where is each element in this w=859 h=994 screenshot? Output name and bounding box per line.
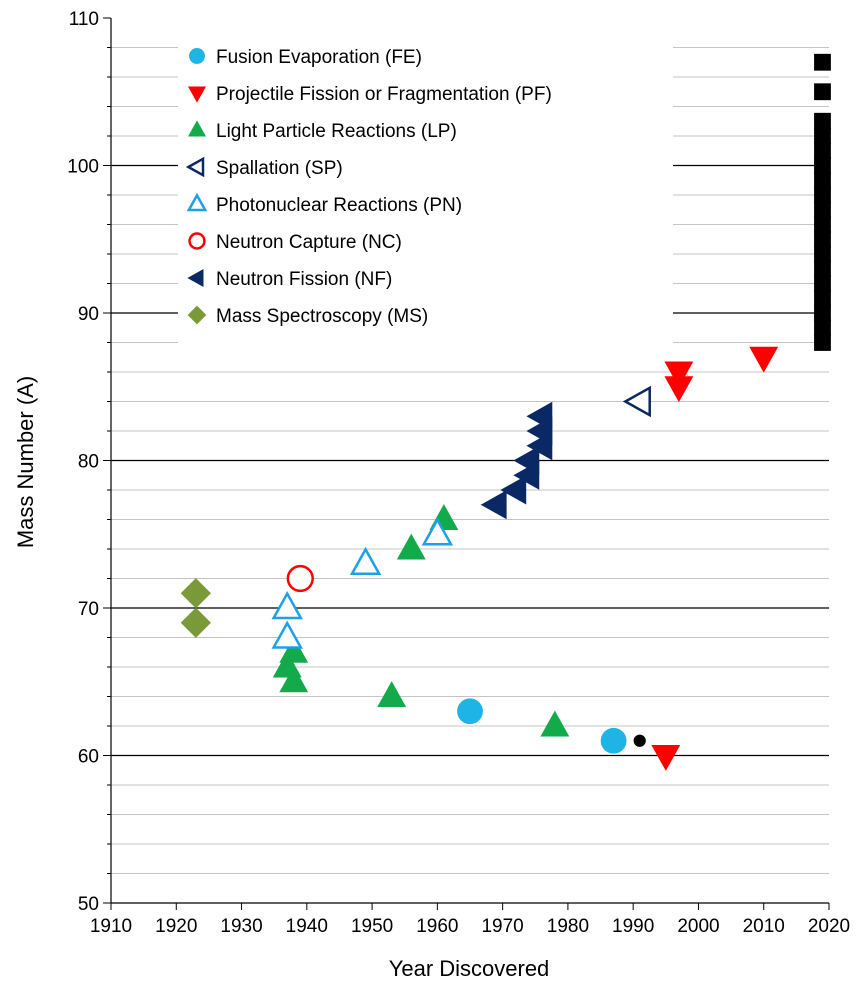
data-point bbox=[814, 157, 831, 174]
legend: Fusion Evaporation (FE) Projectile Fissio… bbox=[178, 38, 673, 350]
legend-label: Neutron Fission (NF) bbox=[216, 269, 392, 290]
data-point bbox=[814, 186, 831, 204]
data-point bbox=[651, 745, 681, 771]
x-tick-label: 1990 bbox=[612, 916, 654, 937]
data-point bbox=[500, 475, 527, 505]
data-point bbox=[271, 591, 303, 620]
data-point bbox=[271, 620, 303, 649]
legend-marker bbox=[187, 268, 204, 288]
data-point bbox=[622, 385, 651, 418]
data-point bbox=[814, 127, 831, 145]
x-axis-title: Year Discovered bbox=[389, 956, 550, 981]
x-tick-label: 1940 bbox=[286, 916, 328, 937]
data-point bbox=[633, 734, 646, 747]
x-tick-label: 1960 bbox=[416, 916, 458, 937]
data-point bbox=[180, 607, 211, 638]
y-tick-label: 110 bbox=[69, 9, 99, 30]
data-point bbox=[814, 245, 831, 263]
data-point bbox=[814, 304, 831, 322]
data-point bbox=[814, 171, 831, 189]
data-point bbox=[421, 517, 454, 546]
x-tick-label: 1930 bbox=[220, 916, 262, 937]
data-point bbox=[349, 546, 382, 575]
data-point bbox=[814, 334, 831, 351]
y-tick-label: 80 bbox=[78, 452, 99, 473]
data-point bbox=[286, 564, 314, 593]
data-point bbox=[377, 681, 407, 707]
data-point bbox=[814, 112, 831, 130]
axes: 50 60 70 80 90 100 110 1910 1920 1930 1940 1950 1960… bbox=[67, 9, 850, 937]
data-points bbox=[180, 53, 831, 771]
y-tick-label: 70 bbox=[78, 599, 99, 620]
data-point bbox=[480, 490, 507, 520]
data-point bbox=[814, 275, 831, 292]
data-point bbox=[814, 201, 831, 219]
x-tick-label: 2000 bbox=[677, 916, 719, 937]
legend-marker bbox=[185, 156, 205, 178]
legend-marker bbox=[187, 305, 207, 325]
y-tick-label: 100 bbox=[67, 157, 99, 178]
data-point bbox=[396, 533, 426, 560]
legend-marker bbox=[186, 192, 208, 212]
data-point bbox=[814, 230, 831, 248]
data-point bbox=[279, 636, 309, 663]
data-point bbox=[664, 361, 694, 388]
legend-label: Projectile Fission or Fragmentation (PF) bbox=[216, 84, 552, 105]
legend-marker bbox=[189, 48, 205, 64]
legend-label: Light Particle Reactions (LP) bbox=[216, 121, 457, 142]
legend-label: Photonuclear Reactions (PN) bbox=[216, 195, 462, 216]
y-axis-title: Mass Number (A) bbox=[13, 376, 38, 548]
y-tick-label: 50 bbox=[78, 894, 99, 915]
x-tick-label: 1970 bbox=[481, 916, 523, 937]
legend-label: Mass Spectroscopy (MS) bbox=[216, 306, 428, 327]
data-point bbox=[814, 142, 831, 160]
x-tick-label: 2020 bbox=[808, 916, 850, 937]
x-tick-label: 2010 bbox=[743, 916, 785, 937]
data-point bbox=[814, 260, 831, 278]
data-point bbox=[814, 83, 831, 101]
legend-marker bbox=[187, 86, 207, 103]
y-tick-label: 90 bbox=[78, 304, 99, 325]
x-tick-label: 1980 bbox=[547, 916, 589, 937]
data-point bbox=[749, 346, 779, 373]
data-point bbox=[279, 666, 309, 693]
data-point bbox=[180, 578, 211, 609]
y-tick-label: 60 bbox=[78, 747, 99, 768]
legend-box bbox=[178, 38, 673, 350]
legend-marker bbox=[187, 120, 207, 137]
data-point bbox=[540, 710, 570, 737]
legend-label: Neutron Capture (NC) bbox=[216, 232, 402, 253]
x-tick-label: 1920 bbox=[155, 916, 197, 937]
legend-label: Spallation (SP) bbox=[216, 158, 343, 179]
data-point bbox=[814, 289, 831, 307]
legend-label: Fusion Evaporation (FE) bbox=[216, 47, 422, 68]
data-point bbox=[526, 401, 553, 431]
data-point bbox=[814, 53, 831, 71]
data-point bbox=[814, 216, 831, 233]
data-point bbox=[513, 446, 540, 475]
x-tick-label: 1950 bbox=[351, 916, 393, 937]
legend-marker bbox=[188, 232, 206, 250]
data-point bbox=[457, 698, 483, 725]
x-tick-label: 1910 bbox=[90, 916, 132, 937]
data-point bbox=[600, 727, 627, 754]
data-point bbox=[814, 319, 831, 337]
